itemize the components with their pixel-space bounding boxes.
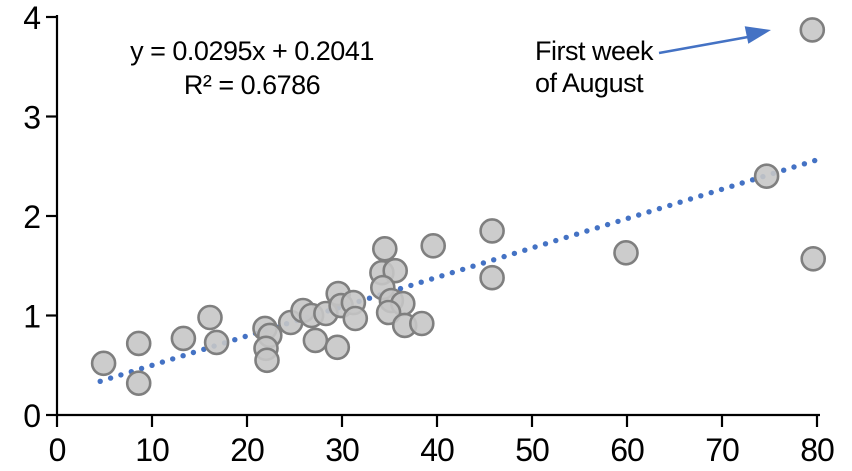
trendline-dot [646,209,652,215]
x-tick-label: 80 [800,432,834,468]
data-point-marker [382,257,409,284]
trendline-dot [812,157,818,164]
data-point-marker [302,327,329,354]
trendline-dot [636,212,642,218]
data-point-marker [125,330,152,357]
annotation-arrow-icon [658,26,771,55]
data-point-marker [371,236,398,262]
data-point-marker [203,329,230,356]
data-point-marker [479,264,505,291]
annotation-text-line2: of August [535,68,644,98]
r-squared-label: R² = 0.6786 [184,70,320,100]
trendline-dot [749,177,756,183]
y-tick-label: 3 [23,100,40,136]
trendline-dot [801,161,808,167]
trendline-equation-label: y = 0.0295x + 0.2041 [130,36,374,66]
trendline-dotted [97,157,818,384]
data-point-marker [197,304,223,331]
trendline-dot [718,186,725,193]
data-point-marker [170,325,197,352]
trendline-dot [97,378,103,384]
trendline-dot [573,231,580,237]
x-tick-label: 10 [135,432,169,468]
trendline-dot [408,282,414,289]
x-tick-label: 20 [230,432,264,468]
trendline-dot [491,257,497,263]
trendline-dot [708,189,714,196]
trendline-dot [118,372,124,378]
x-tick-label: 60 [610,432,644,468]
trendline-dot [532,244,538,250]
trendline-dot [190,349,197,356]
data-point-marker [613,240,639,266]
x-tick-label: 30 [325,432,359,468]
trendline-dot [698,193,704,199]
trendline-dot [418,279,424,285]
x-tick-label: 70 [705,432,739,468]
data-points [90,17,827,397]
trendline-dot [687,196,694,202]
annotation-text-line1: First week [535,36,654,66]
trendline-dot [667,202,673,209]
trendline-dot [791,164,797,170]
trendline-dot [480,260,487,266]
y-axis-ticks: 0 1 2 3 4 [23,0,57,434]
data-point-marker [420,233,447,259]
data-point-marker [324,334,351,361]
trendline-dot [180,353,186,359]
trendline-dot [584,228,590,234]
data-point-marker [342,305,369,332]
trendline-dot [439,273,445,279]
y-tick-label: 2 [23,199,40,235]
trendline-dot [563,234,569,241]
trendline-dot [242,333,248,340]
trendline-dot [366,295,373,301]
x-tick-label: 50 [515,432,549,468]
data-point-marker [90,350,117,377]
trendline-dot [501,253,507,260]
trendline-dot [594,225,600,231]
trendline-dot [170,356,176,362]
annotation-arrow-line [658,35,749,55]
data-point-marker [479,218,505,244]
trendline-dot [553,237,559,244]
trendline-dot [625,215,631,221]
data-point-marker [753,163,780,189]
trendline-dot [149,362,155,368]
annotation-arrow-head [744,26,771,44]
data-point-marker [408,310,435,337]
data-point-marker [799,17,826,43]
x-tick-label: 40 [420,432,454,468]
trendline-dot [729,183,735,189]
trendline-dot [511,250,518,257]
trendline-dot [470,263,476,269]
y-tick-label: 0 [23,398,40,434]
trendline-dot [522,247,528,253]
trendline-dot [542,241,549,247]
trendline-dot [615,218,621,225]
x-axis-ticks: 0 10 20 30 40 50 60 70 80 [49,415,835,468]
data-point-marker [125,370,152,397]
trendline-dot [138,365,145,372]
data-point-marker [254,347,280,374]
trendline-dot [397,285,404,292]
trendline-dot [781,167,787,173]
trendline-dot [107,375,114,381]
trendline-dot [428,276,435,282]
x-tick-label: 0 [49,432,66,468]
y-tick-label: 1 [23,299,40,335]
trendline-dot [232,337,238,343]
data-point-marker [800,245,827,272]
trendline-dot [159,359,166,365]
trendline-dot [449,269,455,276]
trendline-dot [739,180,745,186]
trendline-dot [677,199,683,205]
trendline-dot [604,221,611,228]
trendline-dot [460,266,466,273]
trendline-dot [656,205,663,212]
y-tick-label: 4 [23,0,40,36]
